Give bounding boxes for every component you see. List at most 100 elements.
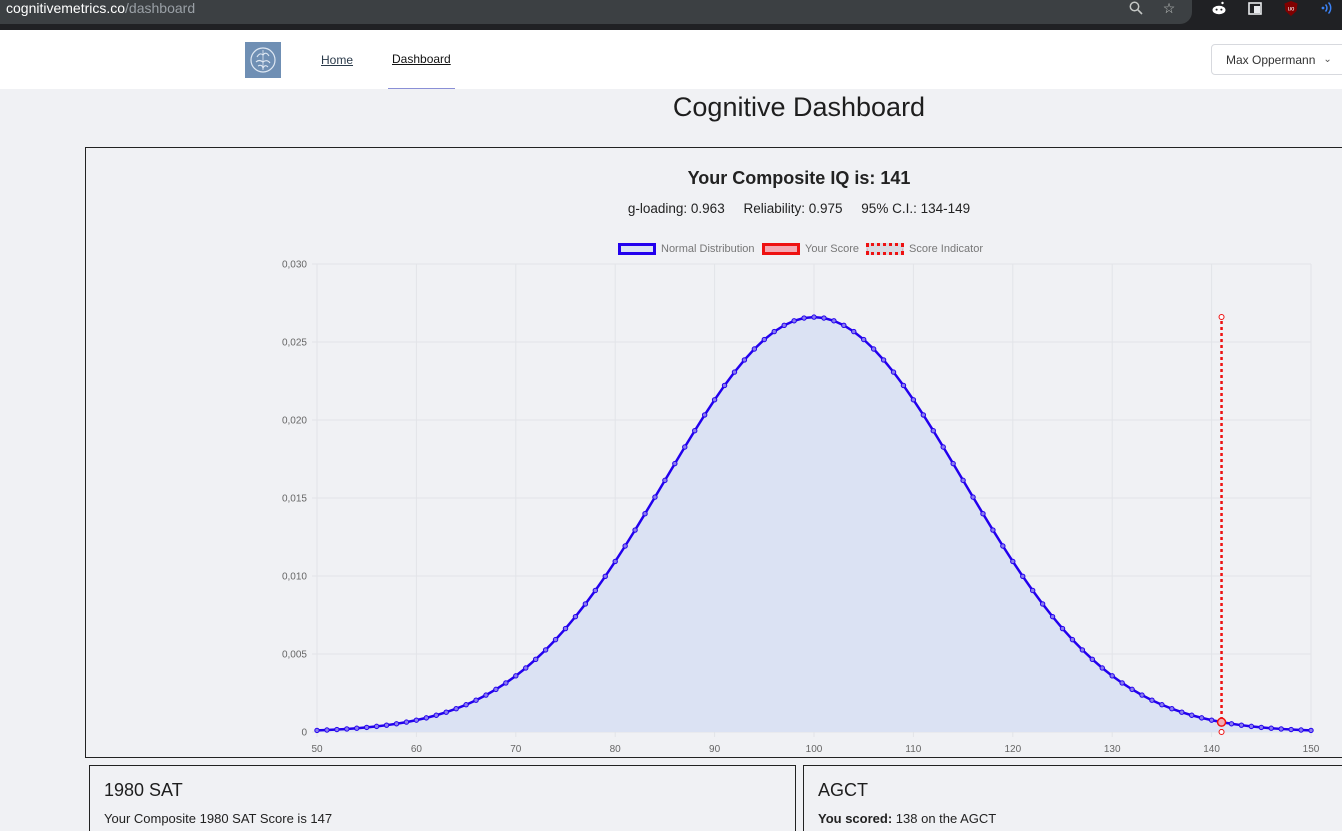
distribution-point: [861, 336, 867, 343]
distribution-point: [930, 428, 936, 434]
distribution-point: [821, 315, 827, 321]
distribution-point: [1179, 709, 1185, 715]
page-title: Cognitive Dashboard: [672, 92, 926, 122]
distribution-point: [592, 587, 599, 594]
your-score-point: [1216, 717, 1227, 727]
x-tick-label: 150: [1303, 744, 1320, 755]
agct-card-text: You scored: 138 on the AGCT: [818, 811, 996, 826]
distribution-point: [612, 558, 618, 565]
url-host: cognitivemetrics.co: [6, 0, 126, 16]
url-path: /dashboard: [125, 0, 196, 16]
distribution-point: [622, 543, 628, 549]
distribution-point: [900, 382, 907, 389]
g-loading-text: g-loading: 0.963: [627, 201, 725, 216]
zoom-icon[interactable]: [1127, 0, 1145, 16]
distribution-point: [1139, 692, 1145, 698]
chevron-down-icon: ⌄: [1323, 54, 1332, 65]
x-tick-label: 60: [411, 744, 423, 755]
address-bar[interactable]: cognitivemetrics.co/dashboard: [0, 0, 1192, 24]
legend-swatch-indicator: [866, 243, 904, 255]
distribution-point: [1109, 673, 1115, 679]
brain-logo-icon[interactable]: [245, 42, 281, 78]
distribution-point: [1228, 721, 1235, 727]
distribution-point: [632, 527, 638, 533]
distribution-point: [463, 702, 469, 708]
distribution-point: [642, 511, 648, 517]
legend-label-indicator: Score Indicator: [909, 243, 983, 255]
distribution-point: [990, 527, 996, 533]
y-tick-label: 0,030: [282, 260, 307, 271]
distribution-point: [453, 706, 459, 712]
distribution-point: [373, 723, 380, 730]
y-tick-label: 0,020: [282, 416, 307, 427]
star-icon[interactable]: ☆: [1162, 0, 1176, 16]
distribution-point: [1159, 702, 1165, 708]
distribution-point: [950, 460, 956, 467]
distribution-point: [1059, 625, 1066, 632]
reddit-extension-icon[interactable]: [1210, 0, 1228, 16]
distribution-point: [880, 357, 887, 363]
window-icon[interactable]: [1246, 0, 1264, 16]
distribution-point: [721, 382, 728, 389]
distribution-point: [552, 636, 559, 643]
site-header: Home Dashboard Max Oppermann ⌄: [0, 30, 1342, 89]
distribution-point: [682, 444, 688, 450]
user-menu-button[interactable]: Max Oppermann ⌄: [1211, 44, 1342, 75]
distribution-point: [532, 656, 539, 663]
distribution-point: [523, 665, 529, 671]
chart-area: [314, 314, 1314, 734]
distribution-point: [572, 613, 579, 620]
browser-toolbar: cognitivemetrics.co/dashboard ☆ uo: [0, 0, 1342, 30]
distribution-point: [542, 647, 549, 653]
x-tick-label: 50: [311, 744, 323, 755]
y-tick-label: 0,010: [282, 572, 307, 583]
y-tick-label: 0,015: [282, 494, 307, 505]
distribution-point: [364, 724, 370, 731]
legend-item-score[interactable]: Your Score: [762, 241, 859, 257]
distribution-point: [652, 494, 658, 500]
distribution-point: [851, 328, 857, 335]
distribution-point: [1288, 726, 1294, 733]
score-indicator-bottom-point: [1218, 729, 1225, 735]
distribution-point: [801, 315, 807, 321]
distribution-point: [890, 369, 897, 375]
distribution-point: [1129, 686, 1135, 693]
distribution-point: [711, 397, 718, 403]
distribution-point: [1099, 665, 1105, 671]
distribution-point: [443, 709, 449, 715]
distribution-point: [1049, 613, 1056, 620]
distribution-point: [1169, 706, 1175, 712]
composite-iq-title: Your Composite IQ is: 141: [687, 168, 911, 188]
distribution-point: [602, 573, 608, 579]
confidence-interval-text: 95% C.I.: 134-149: [861, 201, 971, 216]
distribution-point: [1238, 722, 1245, 728]
distribution-point: [1298, 727, 1304, 733]
distribution-point: [841, 322, 847, 329]
legend-swatch-normal: [618, 243, 656, 255]
distribution-point: [334, 726, 340, 733]
distribution-point: [513, 673, 519, 679]
nav-home-link[interactable]: Home: [321, 52, 354, 67]
legend-item-normal[interactable]: Normal Distribution: [618, 241, 755, 257]
x-tick-label: 80: [610, 744, 622, 755]
y-tick-label: 0,005: [282, 650, 307, 661]
wifi-extension-icon[interactable]: [1318, 0, 1336, 16]
distribution-point: [910, 397, 917, 403]
agct-card-title: AGCT: [818, 780, 869, 800]
distribution-point: [383, 722, 390, 728]
distribution-point: [1069, 636, 1076, 643]
nav-dashboard-link[interactable]: Dashboard: [388, 30, 455, 89]
distribution-point: [314, 727, 320, 734]
svg-text:uo: uo: [1288, 6, 1295, 12]
x-tick-label: 140: [1203, 744, 1220, 755]
distribution-point: [1258, 724, 1265, 731]
agct-card: AGCT You scored: 138 on the AGCT: [803, 765, 1342, 831]
ublock-icon[interactable]: uo: [1282, 0, 1300, 16]
distribution-fill: [317, 317, 1311, 732]
distribution-point: [1020, 573, 1026, 579]
distribution-point: [731, 369, 738, 375]
url-text[interactable]: cognitivemetrics.co/dashboard: [6, 0, 195, 16]
distribution-point: [483, 692, 489, 698]
legend-item-indicator[interactable]: Score Indicator: [866, 241, 983, 257]
